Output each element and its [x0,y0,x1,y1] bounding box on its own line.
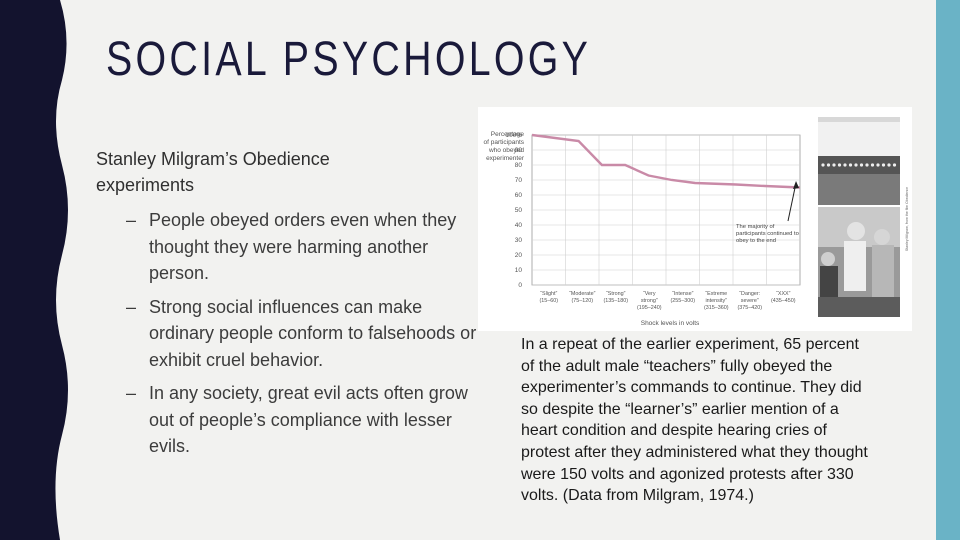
x-tick-labels: “Slight” (15–60) “Moderate” (75–120) “Strong… [539,291,795,311]
switch-knob [848,163,853,167]
left-decorative-band [0,0,68,540]
x-tick-label: “Moderate” (75–120) [569,291,596,304]
milgram-figure: 0 10 20 30 40 50 60 70 80 90 100% “Slight” (15–60) “… [478,107,912,331]
annotation-text: The majority of participants continued to… [736,224,799,244]
switch-knob [826,163,831,167]
switch-knob [876,163,880,167]
photo-credit: Stanley Milgram, from the film Obedience [905,187,909,251]
switch-knob [832,163,836,167]
switch-knob [821,163,825,167]
figure-caption: In a repeat of the earlier experiment, 6… [521,336,868,505]
switch-knob [837,163,842,167]
y-tick-label: 20 [515,252,523,259]
bullet-item: – Strong social influences can make ordin… [126,294,486,374]
obedience-line [531,133,801,189]
y-tick-labels: 0 10 20 30 40 50 60 70 80 90 100% [505,132,522,289]
switch-knob [859,163,864,167]
switch-knob [854,163,858,167]
x-tick-label: “Danger: severe” (375–420) [737,291,762,311]
bullet-item: – People obeyed orders even when they tho… [126,207,486,287]
y-tick-label: 70 [515,177,523,184]
bullet-list: – People obeyed orders even when they tho… [126,207,486,467]
x-tick-label: “Strong” (135–180) [603,291,628,304]
y-tick-label: 90 [515,147,523,154]
chart-grid [531,134,801,286]
annotation-arrowhead [793,181,799,189]
bullet-marker: – [126,383,137,403]
right-accent-band [936,0,960,540]
bullet-text: In any society, great evil acts often gr… [149,383,468,456]
x-tick-label: “Intense” (255–300) [670,291,695,304]
switch-knob [881,163,886,167]
switch-knob [865,163,869,167]
experiment-participants-photo [818,207,900,317]
switch-knob [843,163,847,167]
x-tick-label: “XXX” (435–450) [771,291,796,304]
x-tick-label: “Very strong” (195–240) [637,291,662,311]
y-tick-label: 30 [515,237,523,244]
bullet-text: Strong social influences can make ordina… [149,296,477,370]
switch-knob [870,163,875,167]
y-tick-label: 80 [515,162,523,169]
x-axis-label: Shock levels in volts [641,320,700,327]
bullet-text: People obeyed orders even when they thou… [149,210,457,283]
shock-generator-photo [818,117,900,205]
y-tick-label: 50 [515,207,523,214]
bullet-item: – In any society, great evil acts often g… [126,380,486,460]
annotation-arrow [787,182,797,222]
y-tick-label: 100% [505,132,522,139]
y-axis-label: Percentage of participants who obeyed exper… [484,131,525,162]
y-tick-label: 10 [515,267,523,274]
slide-title: SOCIAL PSYCHOLOGY [106,33,592,86]
chart-annotation: The majority of participants continued to… [736,181,799,244]
x-tick-label: “Slight” (15–60) [539,291,558,304]
switch-knob [887,163,891,167]
y-tick-label: 0 [518,282,522,289]
y-tick-label: 40 [515,222,523,229]
x-tick-label: “Extreme intensity” (315–360) [704,291,729,311]
bullet-marker: – [126,296,137,317]
y-tick-label: 60 [515,192,523,199]
switch-knob [892,163,897,167]
bullet-marker: – [126,210,137,230]
slide-subtitle: Stanley Milgram’s Obedience experiments [96,149,330,195]
